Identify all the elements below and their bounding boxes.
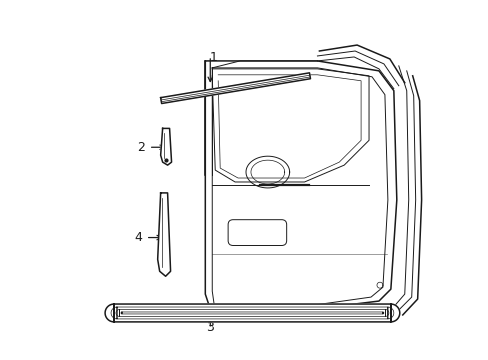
FancyBboxPatch shape [228,220,286,246]
Text: 1: 1 [209,51,217,64]
Polygon shape [105,304,399,322]
Text: 2: 2 [137,141,144,154]
Polygon shape [161,73,310,104]
Text: 3: 3 [206,321,214,334]
Polygon shape [161,129,171,165]
Polygon shape [157,193,170,276]
Text: 4: 4 [134,231,142,244]
